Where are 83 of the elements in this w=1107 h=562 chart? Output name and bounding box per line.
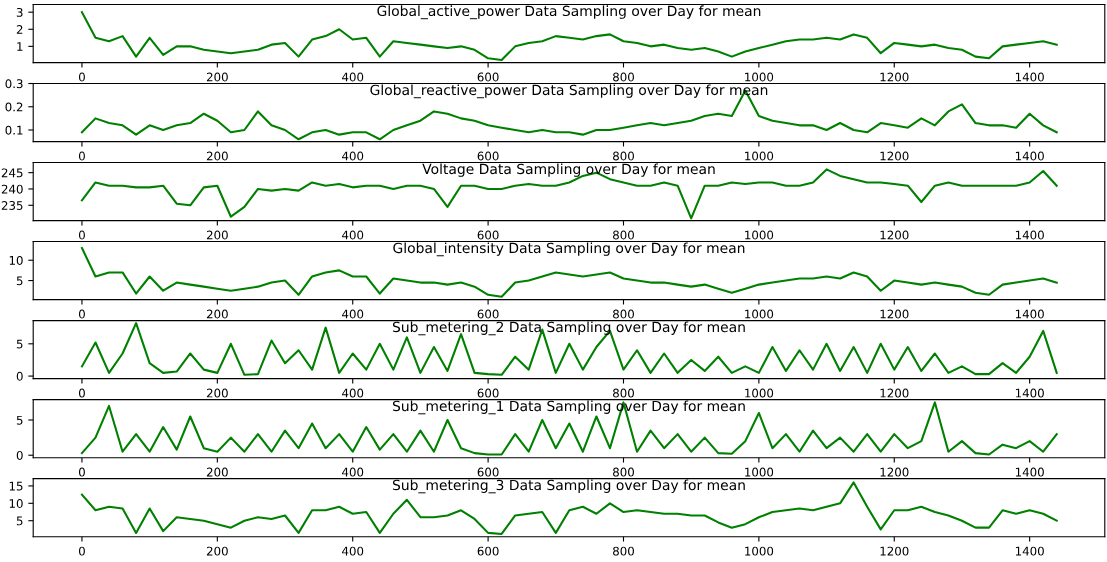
x-tick-label: 800 [613, 151, 634, 161]
y-tick-label: 235 [1, 201, 23, 210]
x-tick-label: 1200 [880, 230, 909, 240]
x-tick-label: 0 [78, 309, 85, 319]
y-tick-label: 15 [9, 481, 23, 491]
x-tick-label: 0 [78, 467, 85, 477]
y-tick-label: 0.3 [5, 79, 23, 89]
y-tick-label: 5 [16, 516, 23, 526]
x-tick-label: 800 [613, 467, 634, 477]
line-series [80, 322, 1058, 376]
y-tick-label: 245 [1, 168, 23, 178]
x-tick-label: 800 [613, 230, 634, 240]
y-tick-label: 3 [16, 7, 23, 17]
x-tick-label: 1400 [1015, 546, 1044, 556]
x-tick-label: 1000 [745, 546, 774, 556]
chart-title: Sub_metering_2 Data Sampling over Day for mean [392, 321, 745, 336]
x-tick-label: 1400 [1015, 151, 1044, 161]
x-tick-label: 600 [477, 467, 499, 477]
x-tick-label: 800 [613, 546, 634, 556]
x-tick-label: 800 [613, 388, 634, 398]
x-tick-label: 200 [206, 72, 228, 82]
x-tick-label: 600 [477, 309, 499, 319]
x-tick-label: 1400 [1015, 309, 1044, 319]
x-tick-label: 1000 [745, 467, 774, 477]
chart-title: Global_reactive_power Data Sampling over Day for mean [370, 84, 768, 99]
x-tick-label: 200 [206, 467, 228, 477]
x-tick-label: 1200 [880, 151, 909, 161]
x-tick-label: 1400 [1015, 230, 1044, 240]
y-tick-label: 0.1 [5, 125, 23, 135]
x-tick-label: 1200 [880, 309, 909, 319]
x-tick-label: 200 [206, 230, 228, 240]
x-tick-label: 400 [342, 72, 364, 82]
x-tick-label: 200 [206, 388, 228, 398]
x-tick-label: 600 [477, 230, 499, 240]
y-tick-label: 5 [16, 276, 23, 286]
x-tick-label: 1000 [745, 151, 774, 161]
x-tick-label: 1400 [1015, 388, 1044, 398]
x-tick-label: 600 [477, 72, 499, 82]
y-tick-label: 0 [16, 450, 23, 460]
x-tick-label: 400 [342, 388, 364, 398]
x-tick-label: 1200 [880, 467, 909, 477]
x-tick-label: 1200 [880, 72, 909, 82]
line-series [80, 401, 1058, 456]
y-tick-label: 10 [9, 255, 23, 265]
x-tick-label: 1000 [745, 72, 774, 82]
x-tick-label: 0 [78, 72, 85, 82]
y-tick-label: 0 [16, 371, 23, 381]
x-tick-label: 1200 [880, 546, 909, 556]
line-series [80, 481, 1058, 535]
x-tick-label: 600 [477, 388, 499, 398]
x-tick-label: 1000 [745, 388, 774, 398]
x-tick-label: 800 [613, 309, 634, 319]
chart-title: Global_intensity Data Sampling over Day for mean [393, 242, 745, 257]
y-tick-label: 2 [16, 25, 23, 34]
x-tick-label: 400 [342, 309, 364, 319]
x-tick-label: 0 [78, 151, 85, 161]
x-tick-label: 400 [342, 230, 364, 240]
x-tick-label: 1000 [745, 309, 774, 319]
x-tick-label: 200 [206, 309, 228, 319]
x-tick-label: 0 [78, 546, 85, 556]
y-tick-label: 5 [16, 415, 23, 425]
chart-title: Sub_metering_3 Data Sampling over Day for mean [392, 479, 745, 494]
x-tick-label: 800 [613, 72, 634, 82]
x-tick-label: 400 [342, 151, 364, 161]
y-tick-label: 240 [1, 184, 23, 194]
x-tick-label: 600 [477, 546, 499, 556]
x-tick-label: 400 [342, 546, 364, 556]
y-tick-label: 5 [16, 339, 23, 349]
x-tick-label: 600 [477, 151, 499, 161]
chart-title: Global_active_power Data Sampling over Day for mean [377, 5, 761, 20]
chart-title: Voltage Data Sampling over Day for mean [422, 163, 715, 177]
x-tick-label: 1400 [1015, 467, 1044, 477]
x-tick-label: 0 [78, 388, 85, 398]
x-tick-label: 200 [206, 546, 228, 556]
x-tick-label: 400 [342, 467, 364, 477]
y-tick-label: 1 [17, 42, 23, 51]
x-tick-label: 1200 [880, 388, 909, 398]
x-tick-label: 1000 [745, 230, 774, 240]
y-tick-label: 0.2 [5, 102, 23, 112]
x-tick-label: 1400 [1015, 72, 1044, 82]
x-tick-label: 200 [206, 151, 228, 161]
y-tick-label: 10 [9, 499, 23, 508]
x-tick-label: 0 [78, 230, 85, 240]
